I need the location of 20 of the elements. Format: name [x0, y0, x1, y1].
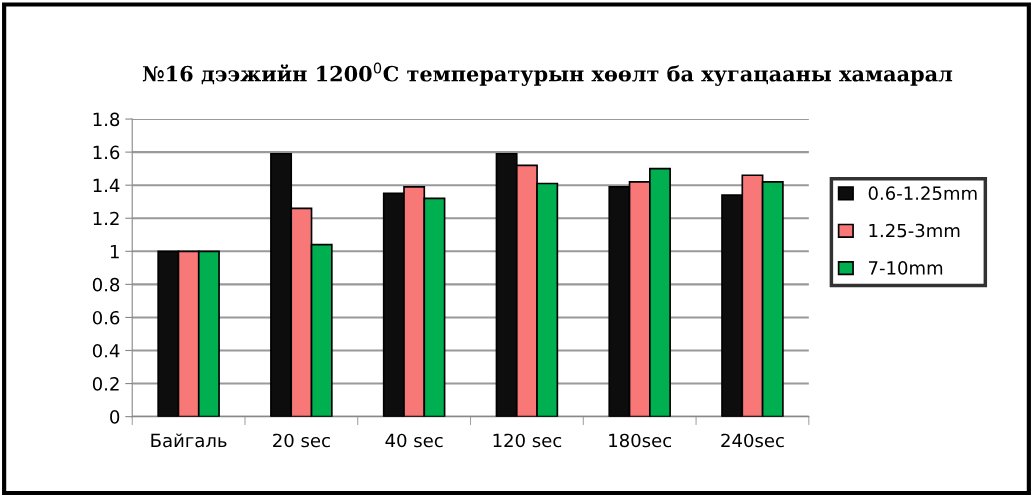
y-tick-label: 0.2	[92, 377, 119, 391]
x-tick-label: 20 sec	[273, 433, 330, 448]
y-tick-label: 1.8	[93, 112, 120, 127]
y-tick-label: 0.6	[92, 310, 120, 325]
legend-label: 7-10mm	[868, 261, 943, 275]
x-tick-label: 40 sec	[385, 433, 443, 448]
x-tick-label: 240sec	[721, 433, 784, 448]
x-tick-label: 180sec	[609, 433, 672, 448]
y-tick-label: 1.6	[93, 145, 120, 160]
x-tick-label: Байгаль	[151, 433, 227, 448]
y-tick-label: 0	[110, 410, 120, 424]
y-tick-label: 1	[110, 245, 119, 259]
y-tick-label: 0.8	[92, 277, 120, 292]
x-tick-label: 120 sec	[493, 433, 562, 448]
legend-label: 0.6-1.25mm	[868, 186, 977, 201]
chart-title: №16 дээжийн 1200$^{0}$C температурын хөөлт ба хугацааны хамаарал	[142, 62, 953, 86]
y-tick-label: 0.4	[92, 343, 120, 358]
y-tick-label: 1.4	[93, 178, 120, 193]
y-tick-label: 1.2	[93, 211, 119, 226]
legend-label: 1.25-3mm	[869, 223, 960, 238]
